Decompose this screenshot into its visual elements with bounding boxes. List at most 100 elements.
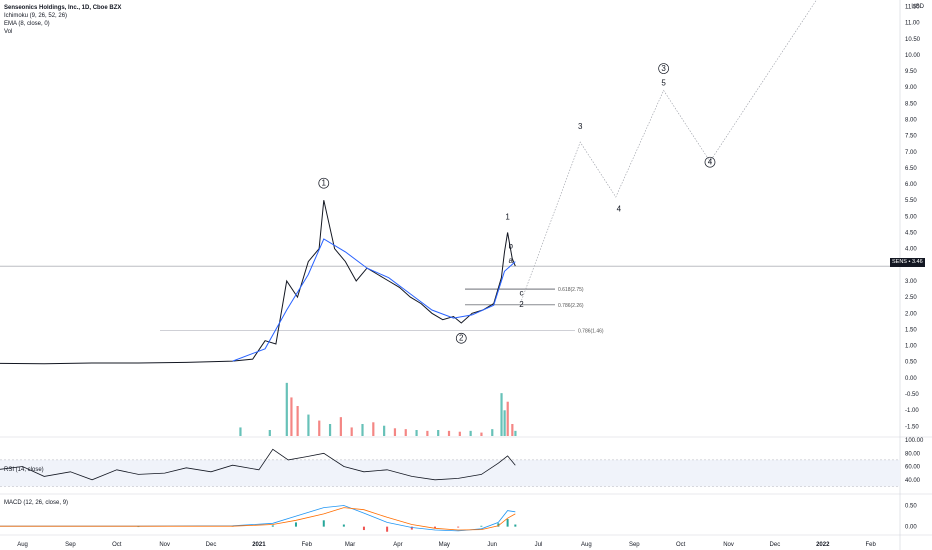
volume-bar xyxy=(239,427,242,436)
x-tick-label: Nov xyxy=(159,542,170,548)
x-tick-label: Jul xyxy=(535,542,543,548)
volume-bar xyxy=(437,430,440,436)
x-tick-label: Feb xyxy=(302,542,313,548)
wave-label: 1 xyxy=(505,213,510,222)
price-tick-label: -1.00 xyxy=(905,408,919,414)
chart-legend: Senseonics Holdings, Inc., 1D, Cboe BZX … xyxy=(4,4,121,36)
price-tick-label: 11.00 xyxy=(905,21,920,27)
volume-bar xyxy=(480,432,483,436)
rsi-pane: 100.00 80.00 60.00 40.00 xyxy=(0,438,924,487)
macd-histogram-bar xyxy=(386,526,389,532)
price-tick-label: 8.50 xyxy=(905,101,917,107)
wave-circle xyxy=(455,332,467,344)
x-tick-label: 2021 xyxy=(252,542,266,548)
price-tick-label: 0.50 xyxy=(905,360,917,366)
projection-line xyxy=(521,0,817,301)
x-tick-label: Feb xyxy=(865,542,876,548)
x-tick-label: Dec xyxy=(770,542,781,548)
macd-histogram-bar xyxy=(514,524,517,527)
price-axis: 11.50 11.00 10.50 10.00 9.50 9.00 8.50 8.00 7.50… xyxy=(905,4,921,430)
price-tick-label: 6.00 xyxy=(905,182,917,188)
price-tick-label: 3.00 xyxy=(905,279,917,285)
volume-bar xyxy=(415,430,418,436)
wave-label: 3 xyxy=(578,122,583,131)
volume-bar xyxy=(268,430,271,436)
rsi-tick-label: 40.00 xyxy=(905,478,921,484)
legend-ichimoku[interactable]: Ichimoku (9, 26, 52, 26) xyxy=(4,13,68,19)
macd-legend[interactable]: MACD (12, 26, close, 9) xyxy=(4,500,69,506)
macd-histogram-bar xyxy=(322,520,325,527)
volume-bar xyxy=(469,430,472,436)
volume-bar xyxy=(339,417,342,436)
price-tick-label: 5.50 xyxy=(905,198,917,204)
ticker-badge: SENS • 3.46 xyxy=(890,258,925,267)
wave-labels: 1 2 1 ba c 2 3 4 3 5 4 xyxy=(318,63,716,344)
price-tick-label: 2.50 xyxy=(905,295,917,301)
wave-circle xyxy=(658,63,669,74)
legend-ema[interactable]: EMA (8, close, 0) xyxy=(4,21,50,27)
volume-bar xyxy=(511,424,514,436)
price-tick-label: 4.50 xyxy=(905,231,917,237)
legend-vol[interactable]: Vol xyxy=(4,29,13,35)
volume-bar xyxy=(506,401,509,436)
volume-bar xyxy=(514,430,517,436)
macd-histogram-bar xyxy=(434,526,437,529)
wave-label: 4 xyxy=(708,158,713,167)
volume-bar xyxy=(491,429,494,436)
wave-label: 3 xyxy=(661,64,666,73)
x-tick-label: May xyxy=(439,542,450,548)
x-tick-label: Jun xyxy=(487,542,497,548)
volume-bar xyxy=(328,424,332,436)
volume-bar xyxy=(290,397,293,436)
x-tick-label: Mar xyxy=(345,542,355,548)
price-tick-label: 7.00 xyxy=(905,150,917,156)
price-tick-label: 10.00 xyxy=(905,53,921,59)
volume-bar xyxy=(503,410,506,436)
volume-bar xyxy=(307,414,310,436)
ticker-price: 3.46 xyxy=(911,259,923,265)
macd-tick-label: 0.00 xyxy=(905,525,917,531)
macd-histogram-bar xyxy=(497,523,500,527)
ticker-symbol: SENS xyxy=(892,259,907,265)
price-tick-label: -1.50 xyxy=(905,424,919,430)
price-tick-label: -0.50 xyxy=(905,392,919,398)
volume-bar xyxy=(350,427,353,436)
wave-label: b xyxy=(508,242,513,251)
volume-bar xyxy=(318,420,321,436)
price-tick-label: 2.00 xyxy=(905,311,917,317)
macd-tick-label: 0.50 xyxy=(905,503,917,509)
price-tick-label: 7.50 xyxy=(905,134,917,140)
legend-title: Senseonics Holdings, Inc., 1D, Cboe BZX xyxy=(4,5,122,11)
ema-line xyxy=(232,238,516,362)
wave-label: 1 xyxy=(322,179,327,188)
volume-bar xyxy=(458,431,461,436)
fib-label: 0.786(1.46) xyxy=(578,329,604,335)
macd-histogram-bar xyxy=(271,525,274,527)
price-tick-label: 9.50 xyxy=(905,69,917,75)
macd-histogram-bar xyxy=(506,519,509,527)
volume-bar xyxy=(500,393,503,436)
volume-bar xyxy=(372,422,375,436)
fib-label: 0.618(2.75) xyxy=(558,287,584,293)
macd-histogram-bar xyxy=(480,525,483,527)
macd-signal-line xyxy=(0,507,516,531)
fib-label: 0.786(2.26) xyxy=(558,303,584,309)
wave-label: 2 xyxy=(459,334,464,343)
rsi-legend[interactable]: RSI (14, close) xyxy=(4,467,44,473)
x-tick-label: Nov xyxy=(723,542,734,548)
macd-histogram-bar xyxy=(457,526,460,528)
x-tick-label: Sep xyxy=(629,542,640,548)
currency-label: USD xyxy=(911,4,924,10)
rsi-tick-label: 100.00 xyxy=(905,438,924,444)
volume-bar xyxy=(426,430,429,436)
price-tick-label: 6.50 xyxy=(905,166,917,172)
wave-circle xyxy=(318,177,330,189)
price-series xyxy=(0,200,516,365)
price-tick-label: 5.00 xyxy=(905,214,917,220)
price-tick-label: 1.50 xyxy=(905,327,917,333)
price-tick-label: 0.00 xyxy=(905,376,917,382)
x-tick-label: Oct xyxy=(676,542,686,548)
macd-histogram-bar xyxy=(294,522,297,527)
wave-label: 5 xyxy=(661,79,666,88)
